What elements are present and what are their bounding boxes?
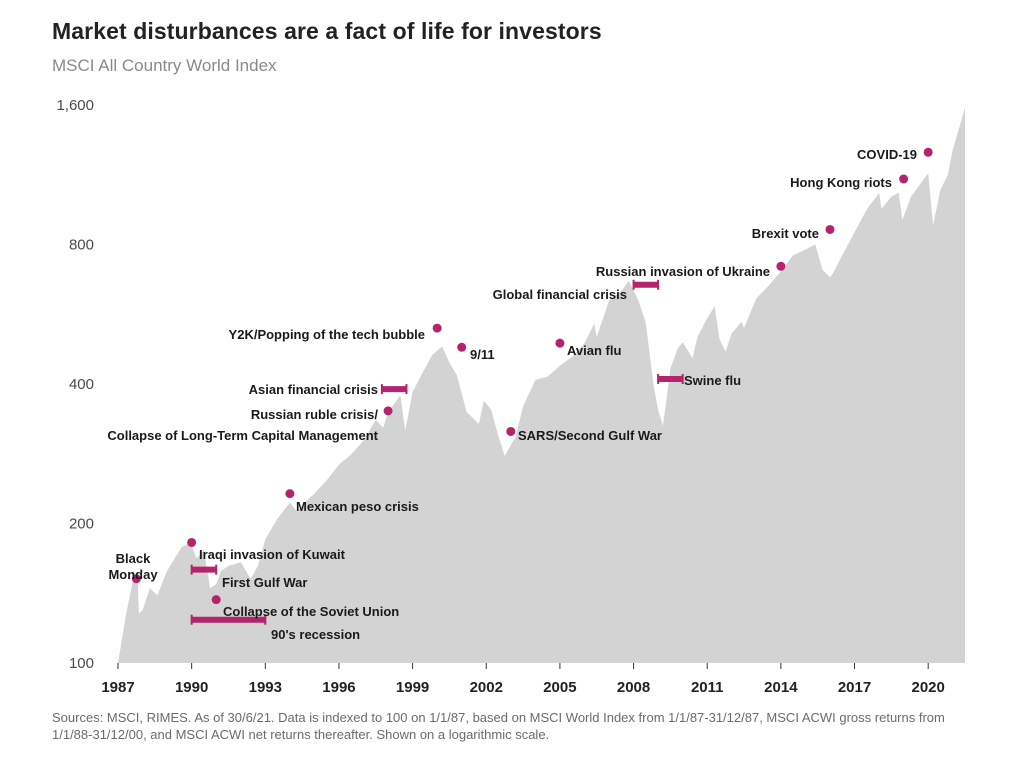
chart-subtitle: MSCI All Country World Index bbox=[52, 56, 277, 75]
event-label: Collapse of the Soviet Union bbox=[223, 604, 399, 619]
event-label: 90's recession bbox=[271, 627, 360, 642]
event-label: Y2K/Popping of the tech bubble bbox=[229, 327, 425, 342]
event-marker bbox=[555, 338, 565, 348]
event-label: Iraqi invasion of Kuwait bbox=[199, 547, 346, 562]
event-label: Global financial crisis bbox=[493, 287, 627, 302]
x-tick-label: 1996 bbox=[322, 679, 355, 696]
event-marker bbox=[923, 147, 933, 157]
chart: 100 200 400 800 1,600 1987 1990 1993 1996 1999 20… bbox=[56, 97, 965, 696]
event-marker bbox=[776, 261, 786, 271]
index-area bbox=[118, 107, 965, 663]
x-tick-label: 2011 bbox=[691, 679, 724, 696]
event-label: Avian flu bbox=[567, 343, 621, 358]
x-tick-label: 1999 bbox=[396, 679, 429, 696]
y-tick-label: 200 bbox=[69, 516, 94, 533]
event-marker bbox=[432, 323, 442, 333]
x-tick-label: 2002 bbox=[470, 679, 503, 696]
event-label: SARS/Second Gulf War bbox=[518, 428, 662, 443]
event-label: First Gulf War bbox=[222, 575, 307, 590]
event-marker bbox=[383, 406, 393, 416]
y-tick-label: 1,600 bbox=[56, 97, 94, 114]
x-tick-label: 1993 bbox=[249, 679, 282, 696]
x-tick-label: 1990 bbox=[175, 679, 208, 696]
event-marker bbox=[457, 342, 467, 352]
event-label: COVID-19 bbox=[857, 147, 917, 162]
event-label: Black Monday bbox=[108, 551, 158, 582]
x-tick-label: 2005 bbox=[543, 679, 576, 696]
y-tick-label: 800 bbox=[69, 237, 94, 254]
event-marker bbox=[131, 574, 141, 584]
x-tick-label: 2017 bbox=[838, 679, 871, 696]
event-label: Mexican peso crisis bbox=[296, 499, 419, 514]
chart-title: Market disturbances are a fact of life f… bbox=[52, 18, 602, 44]
event-label: Hong Kong riots bbox=[790, 175, 892, 190]
event-label: 9/11 bbox=[470, 347, 495, 362]
event-marker bbox=[211, 595, 221, 605]
y-tick-label: 400 bbox=[69, 376, 94, 393]
y-axis: 100 200 400 800 1,600 bbox=[56, 97, 94, 672]
x-tick-label: 2008 bbox=[617, 679, 650, 696]
event-label: Russian invasion of Ukraine bbox=[596, 264, 770, 279]
event-label: Russian ruble crisis/ bbox=[251, 407, 379, 422]
event-marker bbox=[506, 426, 516, 436]
event-marker bbox=[899, 174, 909, 184]
event-label: Swine flu bbox=[684, 373, 741, 388]
event-label: Collapse of Long-Term Capital Management bbox=[107, 428, 378, 443]
event-marker bbox=[285, 489, 295, 499]
event-label: Asian financial crisis bbox=[249, 382, 378, 397]
source-note: Sources: MSCI, RIMES. As of 30/6/21. Dat… bbox=[52, 710, 945, 742]
x-axis: 1987 1990 1993 1996 1999 2002 2005 2008 2011 2014… bbox=[101, 663, 945, 696]
x-tick-label: 2014 bbox=[764, 679, 798, 696]
x-tick-label: 1987 bbox=[101, 679, 134, 696]
y-tick-label: 100 bbox=[69, 655, 94, 672]
event-marker bbox=[825, 224, 835, 234]
annotations: Black Monday Iraqi invasion of Kuwait First… bbox=[107, 147, 933, 642]
x-tick-label: 2020 bbox=[911, 679, 944, 696]
event-marker bbox=[187, 537, 197, 547]
event-label: Brexit vote bbox=[752, 226, 819, 241]
